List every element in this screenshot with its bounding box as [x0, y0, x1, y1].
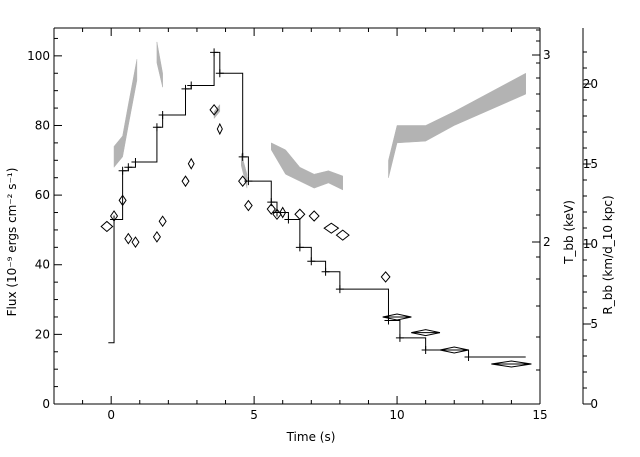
flux-point-7: [187, 81, 196, 90]
x-tick-label: 5: [250, 408, 258, 422]
temperature-point-20: [380, 271, 391, 283]
temperature-point-5: [152, 231, 161, 243]
flux-point-14: [284, 215, 293, 224]
flux-point-5: [158, 111, 167, 120]
radius-bands: [113, 41, 526, 191]
temperature-point-6: [158, 215, 167, 228]
temperature-point-11: [238, 175, 248, 187]
radius-band-4: [271, 142, 343, 191]
y-tick-label-flux: 0: [42, 397, 50, 411]
temperature-point-18: [323, 222, 340, 234]
flux-steps: [108, 48, 526, 361]
x-tick-label: 10: [389, 408, 404, 422]
temperature-point-15: [279, 206, 287, 219]
flux-point-12: [267, 198, 276, 207]
temperature-point-2: [118, 194, 127, 207]
flux-point-11: [244, 177, 253, 186]
temperature-point-1: [109, 210, 119, 222]
radius-band-1: [156, 41, 163, 88]
y-tick-label-flux: 80: [35, 118, 50, 132]
flux-point-0: [110, 215, 119, 224]
y-tick-label-flux: 40: [35, 258, 50, 272]
temperature-point-19: [335, 229, 350, 241]
flux-point-10: [238, 152, 247, 161]
temperature-point-16: [294, 208, 306, 220]
x-tick-label: 15: [532, 408, 547, 422]
temperature-point-12: [244, 199, 253, 212]
flux-point-1: [118, 166, 127, 175]
y-tick-label-radius: 20: [583, 77, 598, 91]
temperature-point-4: [131, 236, 140, 248]
flux-point-4: [152, 123, 161, 132]
y-axis-title-temperature: T_bb (keV): [562, 200, 576, 265]
flux-point-6: [181, 84, 190, 93]
y-tick-label-radius: 15: [583, 157, 598, 171]
radius-band-3: [241, 153, 248, 189]
y-axis-title-radius: R_bb (km/d_10 kpc): [601, 195, 615, 314]
temperature-diamonds: [100, 104, 532, 368]
y-tick-label-radius: 10: [583, 237, 598, 251]
flux-point-9: [215, 69, 224, 78]
axes: 0 5 10 15 0 20 40 60 80 100 2 3 0 5 10 15 20: [27, 27, 598, 422]
temperature-point-0: [100, 220, 114, 233]
x-axis-title: Time (s): [286, 430, 336, 444]
temperature-point-7: [181, 175, 190, 188]
y-tick-label-flux: 100: [27, 49, 50, 63]
y-tick-label-flux: 60: [35, 188, 50, 202]
flux-point-2: [124, 163, 133, 172]
flux-point-20: [395, 333, 404, 342]
flux-point-15: [295, 243, 304, 252]
temperature-point-8: [187, 157, 195, 170]
temperature-point-10: [216, 122, 223, 136]
flux-point-8: [210, 48, 219, 57]
flux-point-16: [307, 257, 316, 266]
flux-point-3: [131, 158, 140, 167]
y-axis-title-flux: Flux (10⁻⁹ ergs cm⁻² s⁻¹): [5, 168, 19, 317]
temperature-point-17: [308, 210, 320, 222]
y-tick-label-temperature: 2: [543, 235, 551, 249]
flux-point-17: [321, 267, 330, 276]
temperature-point-13: [266, 203, 276, 215]
y-tick-label-temperature: 3: [543, 48, 551, 62]
temperature-point-3: [124, 232, 133, 245]
flux-point-18: [335, 285, 344, 294]
radius-band-0: [113, 59, 138, 168]
flux-step-line: [108, 51, 526, 358]
temperature-point-9: [209, 104, 219, 116]
y-tick-label-radius: 5: [590, 317, 598, 331]
y-tick-label-flux: 20: [35, 327, 50, 341]
x-tick-label: 0: [107, 408, 115, 422]
flux-point-22: [464, 353, 473, 361]
y-tick-label-radius: 0: [590, 397, 598, 411]
radius-band-5: [388, 72, 526, 178]
flux-point-21: [421, 346, 430, 355]
